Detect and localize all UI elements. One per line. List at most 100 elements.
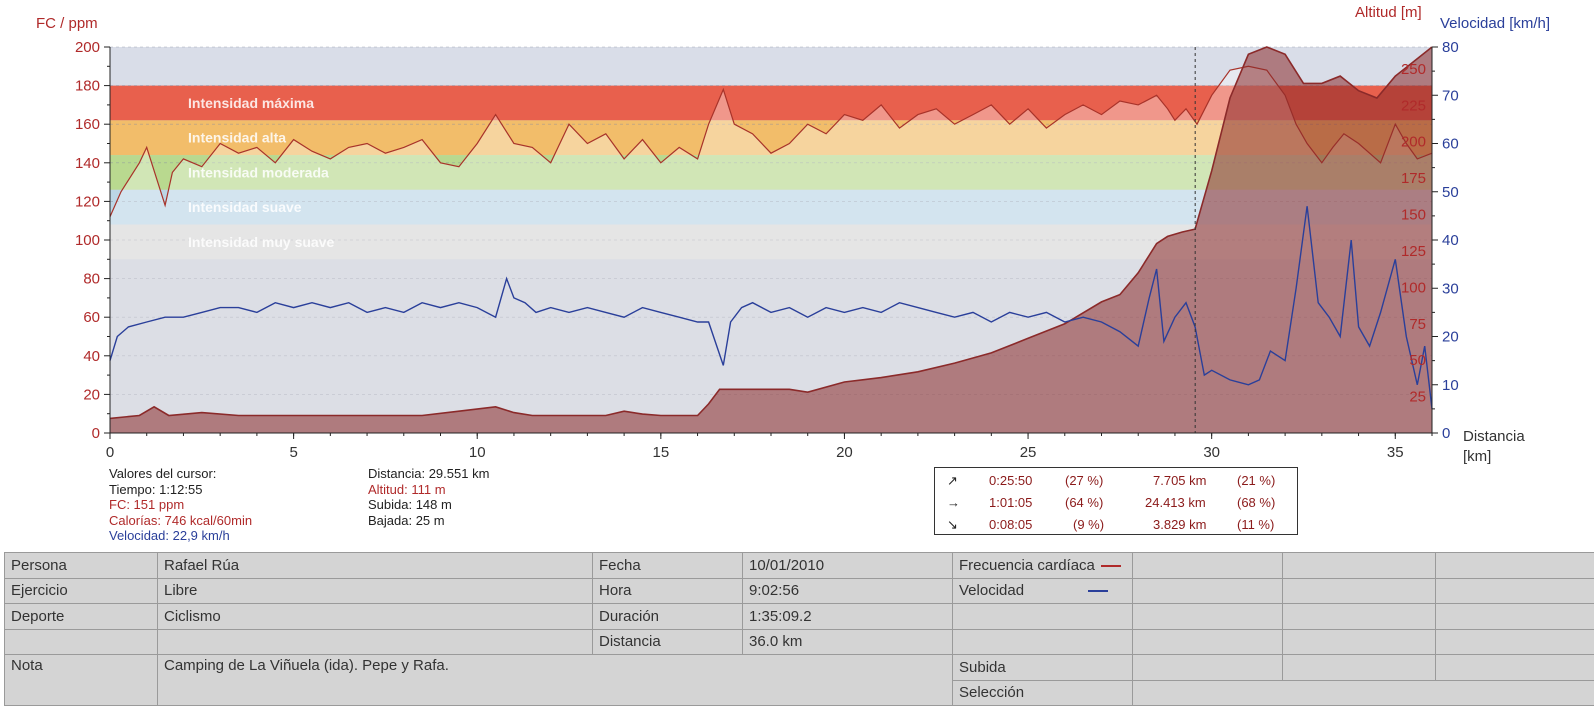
stats-dist: 7.705 km xyxy=(1153,473,1207,488)
persona-label: Persona xyxy=(4,552,158,579)
zone-label-3: Intensidad suave xyxy=(188,199,302,215)
stats-dist: 3.829 km xyxy=(1153,517,1207,532)
nota-value[interactable]: Camping de La Viñuela (ida). Pepe y Rafa… xyxy=(157,654,953,706)
stats-dist-pct: (21 %) xyxy=(1237,473,1276,488)
stats-dist-pct: (68 %) xyxy=(1237,495,1276,510)
x-tick-label: 10 xyxy=(469,444,486,461)
slope-stats-box: ↗ 0:25:50 (27 %) 7.705 km (21 %) → 1:01:… xyxy=(934,467,1298,535)
cursor-info-right: Distancia: 29.551 km Altitud: 111 m Subi… xyxy=(368,466,489,528)
table-row: Ejercicio Libre Hora 9:02:56 Velocidad xyxy=(4,577,1594,604)
deporte-value[interactable]: Ciclismo xyxy=(157,603,593,630)
empty-cell xyxy=(1435,577,1594,604)
distancia-label: Distancia xyxy=(592,628,743,655)
stats-dist: 24.413 km xyxy=(1145,495,1206,510)
tick-labels: 0 5 10 15 20 25 30 3502040608010012014016018020… xyxy=(75,39,1459,461)
altitude-tick-label: 250 xyxy=(1401,61,1426,78)
empty-cell xyxy=(1282,552,1436,579)
altitude-area xyxy=(110,47,1432,433)
left-axis-title: FC / ppm xyxy=(36,15,98,32)
stats-time: 1:01:05 xyxy=(989,495,1033,510)
stats-row-flat: → 1:01:05 (64 %) 24.413 km (68 %) xyxy=(935,492,1297,512)
empty-cell xyxy=(1282,628,1436,655)
hr-legend-line xyxy=(1100,564,1121,567)
empty-cell xyxy=(1132,552,1283,579)
empty-cell xyxy=(1132,654,1283,681)
ejercicio-value[interactable]: Libre xyxy=(157,577,593,604)
x-tick-label: 20 xyxy=(836,444,853,461)
stats-time: 0:25:50 xyxy=(989,473,1033,488)
altitude-tick-label: 225 xyxy=(1401,97,1426,114)
table-row: Persona Rafael Rúa Fecha 10/01/2010 Frec… xyxy=(4,552,1594,579)
nota-label: Nota xyxy=(4,654,158,706)
table-row: Selección xyxy=(5,679,1594,706)
left-tick-label: 0 xyxy=(92,425,100,442)
cursor-distance: Distancia: 29.551 km xyxy=(368,466,490,481)
stats-time-pct: (9 %) xyxy=(1073,517,1105,532)
speed-legend-line xyxy=(1088,590,1109,593)
left-tick-label: 60 xyxy=(83,309,100,326)
x-tick-label: 5 xyxy=(289,444,297,461)
left-tick-label: 120 xyxy=(75,193,100,210)
empty-cell xyxy=(1435,603,1594,630)
empty-cell xyxy=(1435,628,1594,655)
empty-cell xyxy=(952,628,1133,655)
left-tick-label: 200 xyxy=(75,39,100,56)
stats-time: 0:08:05 xyxy=(989,517,1033,532)
speed-legend-label: Velocidad xyxy=(959,582,1025,600)
table-row: Distancia 36.0 km xyxy=(4,628,1594,655)
cursor-info-left: Valores del cursor: Tiempo: 1:12:55 FC: … xyxy=(109,466,252,544)
cursor-title: Valores del cursor: xyxy=(109,466,217,481)
fecha-label: Fecha xyxy=(592,552,743,579)
altitude-tick-label: 200 xyxy=(1401,134,1426,151)
zone-label-1: Intensidad alta xyxy=(188,130,286,146)
altitude-axis-title: Altitud [m] xyxy=(1355,4,1422,21)
downhill-icon: ↘ xyxy=(947,517,958,532)
stats-time-pct: (27 %) xyxy=(1065,473,1104,488)
hr-legend-label: Frecuencia cardíaca xyxy=(959,556,1095,574)
hora-value[interactable]: 9:02:56 xyxy=(742,577,953,604)
x-tick-label: 0 xyxy=(106,444,114,461)
hora-label: Hora xyxy=(592,577,743,604)
right-tick-label: 20 xyxy=(1442,329,1459,346)
altitude-tick-label: 125 xyxy=(1401,243,1426,260)
empty-cell xyxy=(1435,552,1594,579)
altitude-tick-label: 75 xyxy=(1409,316,1426,333)
cursor-time: Tiempo: 1:12:55 xyxy=(109,481,203,497)
zone-label-0: Intensidad máxima xyxy=(188,95,314,111)
distancia-value: 36.0 km xyxy=(742,628,953,655)
right-tick-label: 10 xyxy=(1442,377,1459,394)
empty-cell xyxy=(1132,679,1594,706)
empty-cell xyxy=(1132,577,1283,604)
table-row: Nota Camping de La Viñuela (ida). Pepe y… xyxy=(4,654,1594,706)
left-tick-label: 40 xyxy=(83,348,100,365)
zone-labels: Intensidad máxima Intensidad alta Intensid… xyxy=(188,95,334,250)
altitude-tick-label: 25 xyxy=(1409,389,1426,406)
persona-value[interactable]: Rafael Rúa xyxy=(157,552,593,579)
ejercicio-label: Ejercicio xyxy=(4,577,158,604)
left-tick-label: 100 xyxy=(75,232,100,249)
stats-row-up: ↗ 0:25:50 (27 %) 7.705 km (21 %) xyxy=(935,470,1297,490)
altitude-tick-label: 50 xyxy=(1409,352,1426,369)
chart: Intensidad máxima Intensidad alta Intensid… xyxy=(36,4,1550,465)
x-tick-label: 25 xyxy=(1020,444,1037,461)
speed-line xyxy=(109,206,1433,409)
workout-info-table: Persona Rafael Rúa Fecha 10/01/2010 Frec… xyxy=(4,552,1594,706)
plot-top-band xyxy=(110,47,1432,87)
cursor-descent: Bajada: 25 m xyxy=(368,512,445,528)
right-tick-label: 30 xyxy=(1442,280,1459,297)
altitude-tick-label: 150 xyxy=(1401,207,1426,224)
left-tick-label: 160 xyxy=(75,116,100,133)
zone-label-4: Intensidad muy suave xyxy=(188,234,334,250)
empty-cell xyxy=(1132,603,1283,630)
empty-cell xyxy=(1282,577,1436,604)
duracion-value: 1:35:09.2 xyxy=(742,603,953,630)
stats-time-pct: (64 %) xyxy=(1065,495,1104,510)
cursor-climb: Subida: 148 m xyxy=(368,497,452,512)
empty-cell xyxy=(4,628,158,655)
altitude-tick-label: 100 xyxy=(1401,279,1426,296)
deporte-label: Deporte xyxy=(4,603,158,630)
left-tick-label: 140 xyxy=(75,155,100,172)
x-tick-label: 15 xyxy=(652,444,669,461)
fecha-value[interactable]: 10/01/2010 xyxy=(742,552,953,579)
right-tick-label: 50 xyxy=(1442,184,1459,201)
